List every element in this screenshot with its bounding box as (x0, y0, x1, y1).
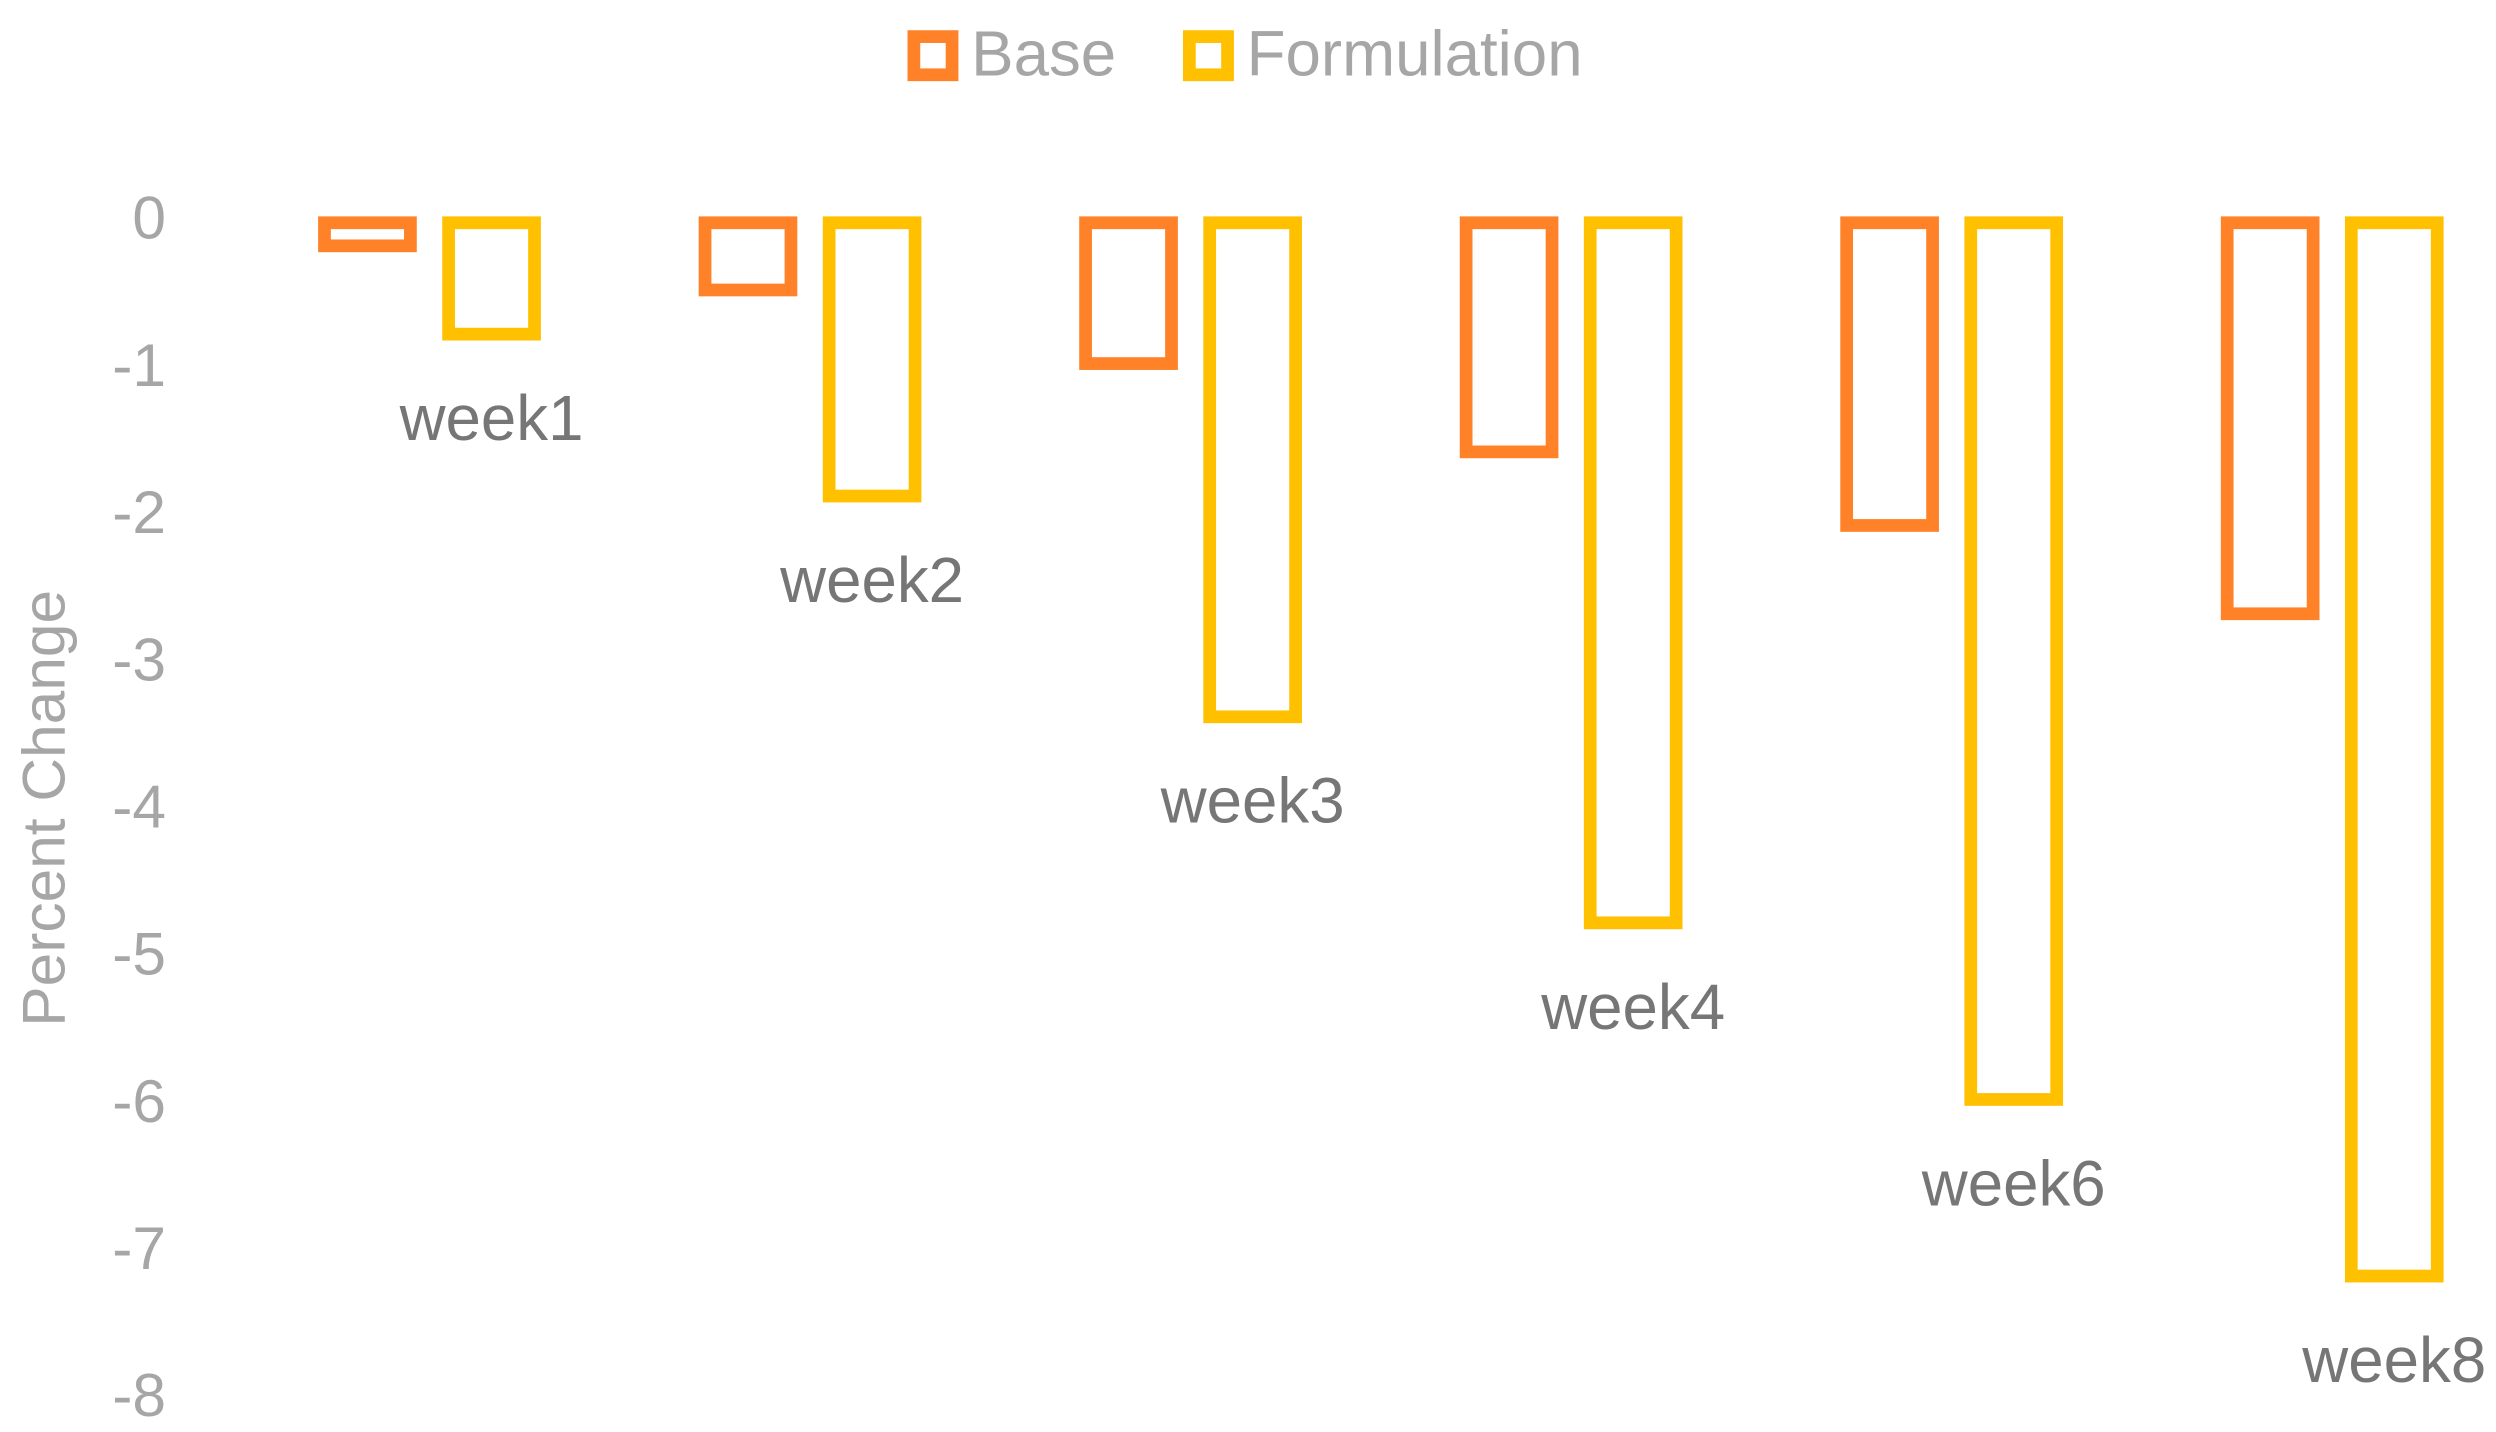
x-tick-label: week2 (779, 545, 964, 616)
x-tick-label: week4 (1540, 972, 1725, 1043)
y-tick-label: 0 (132, 184, 166, 252)
y-tick-label: -5 (112, 920, 166, 988)
bar (318, 216, 417, 253)
bar (1840, 216, 1939, 532)
x-tick-label: week3 (1160, 766, 1345, 837)
x-tick-label: week1 (399, 383, 584, 454)
bar (698, 216, 798, 297)
bar (442, 216, 541, 341)
y-axis-title: Percent Change (9, 590, 77, 1027)
bar (1079, 216, 1178, 370)
bar (1964, 216, 2064, 1106)
x-tick-label: week8 (2301, 1325, 2486, 1396)
y-tick-label: -2 (112, 478, 166, 546)
y-tick-label: -8 (112, 1361, 166, 1429)
bar (2220, 216, 2320, 621)
bar (822, 216, 922, 503)
legend-label: Formulation (1247, 19, 1583, 90)
bar (1203, 216, 1302, 724)
y-tick-label: -3 (112, 625, 166, 693)
y-tick-label: -4 (112, 772, 166, 840)
bar (2344, 216, 2444, 1283)
y-tick-label: -7 (112, 1214, 166, 1282)
y-tick-label: -1 (112, 331, 166, 399)
legend-swatch (907, 30, 959, 82)
legend-swatch (1183, 30, 1234, 82)
bar (1459, 216, 1559, 459)
x-tick-label: week6 (1921, 1148, 2106, 1219)
y-tick-label: -6 (112, 1067, 166, 1135)
bar (1583, 216, 1683, 930)
legend-label: Base (971, 19, 1116, 90)
